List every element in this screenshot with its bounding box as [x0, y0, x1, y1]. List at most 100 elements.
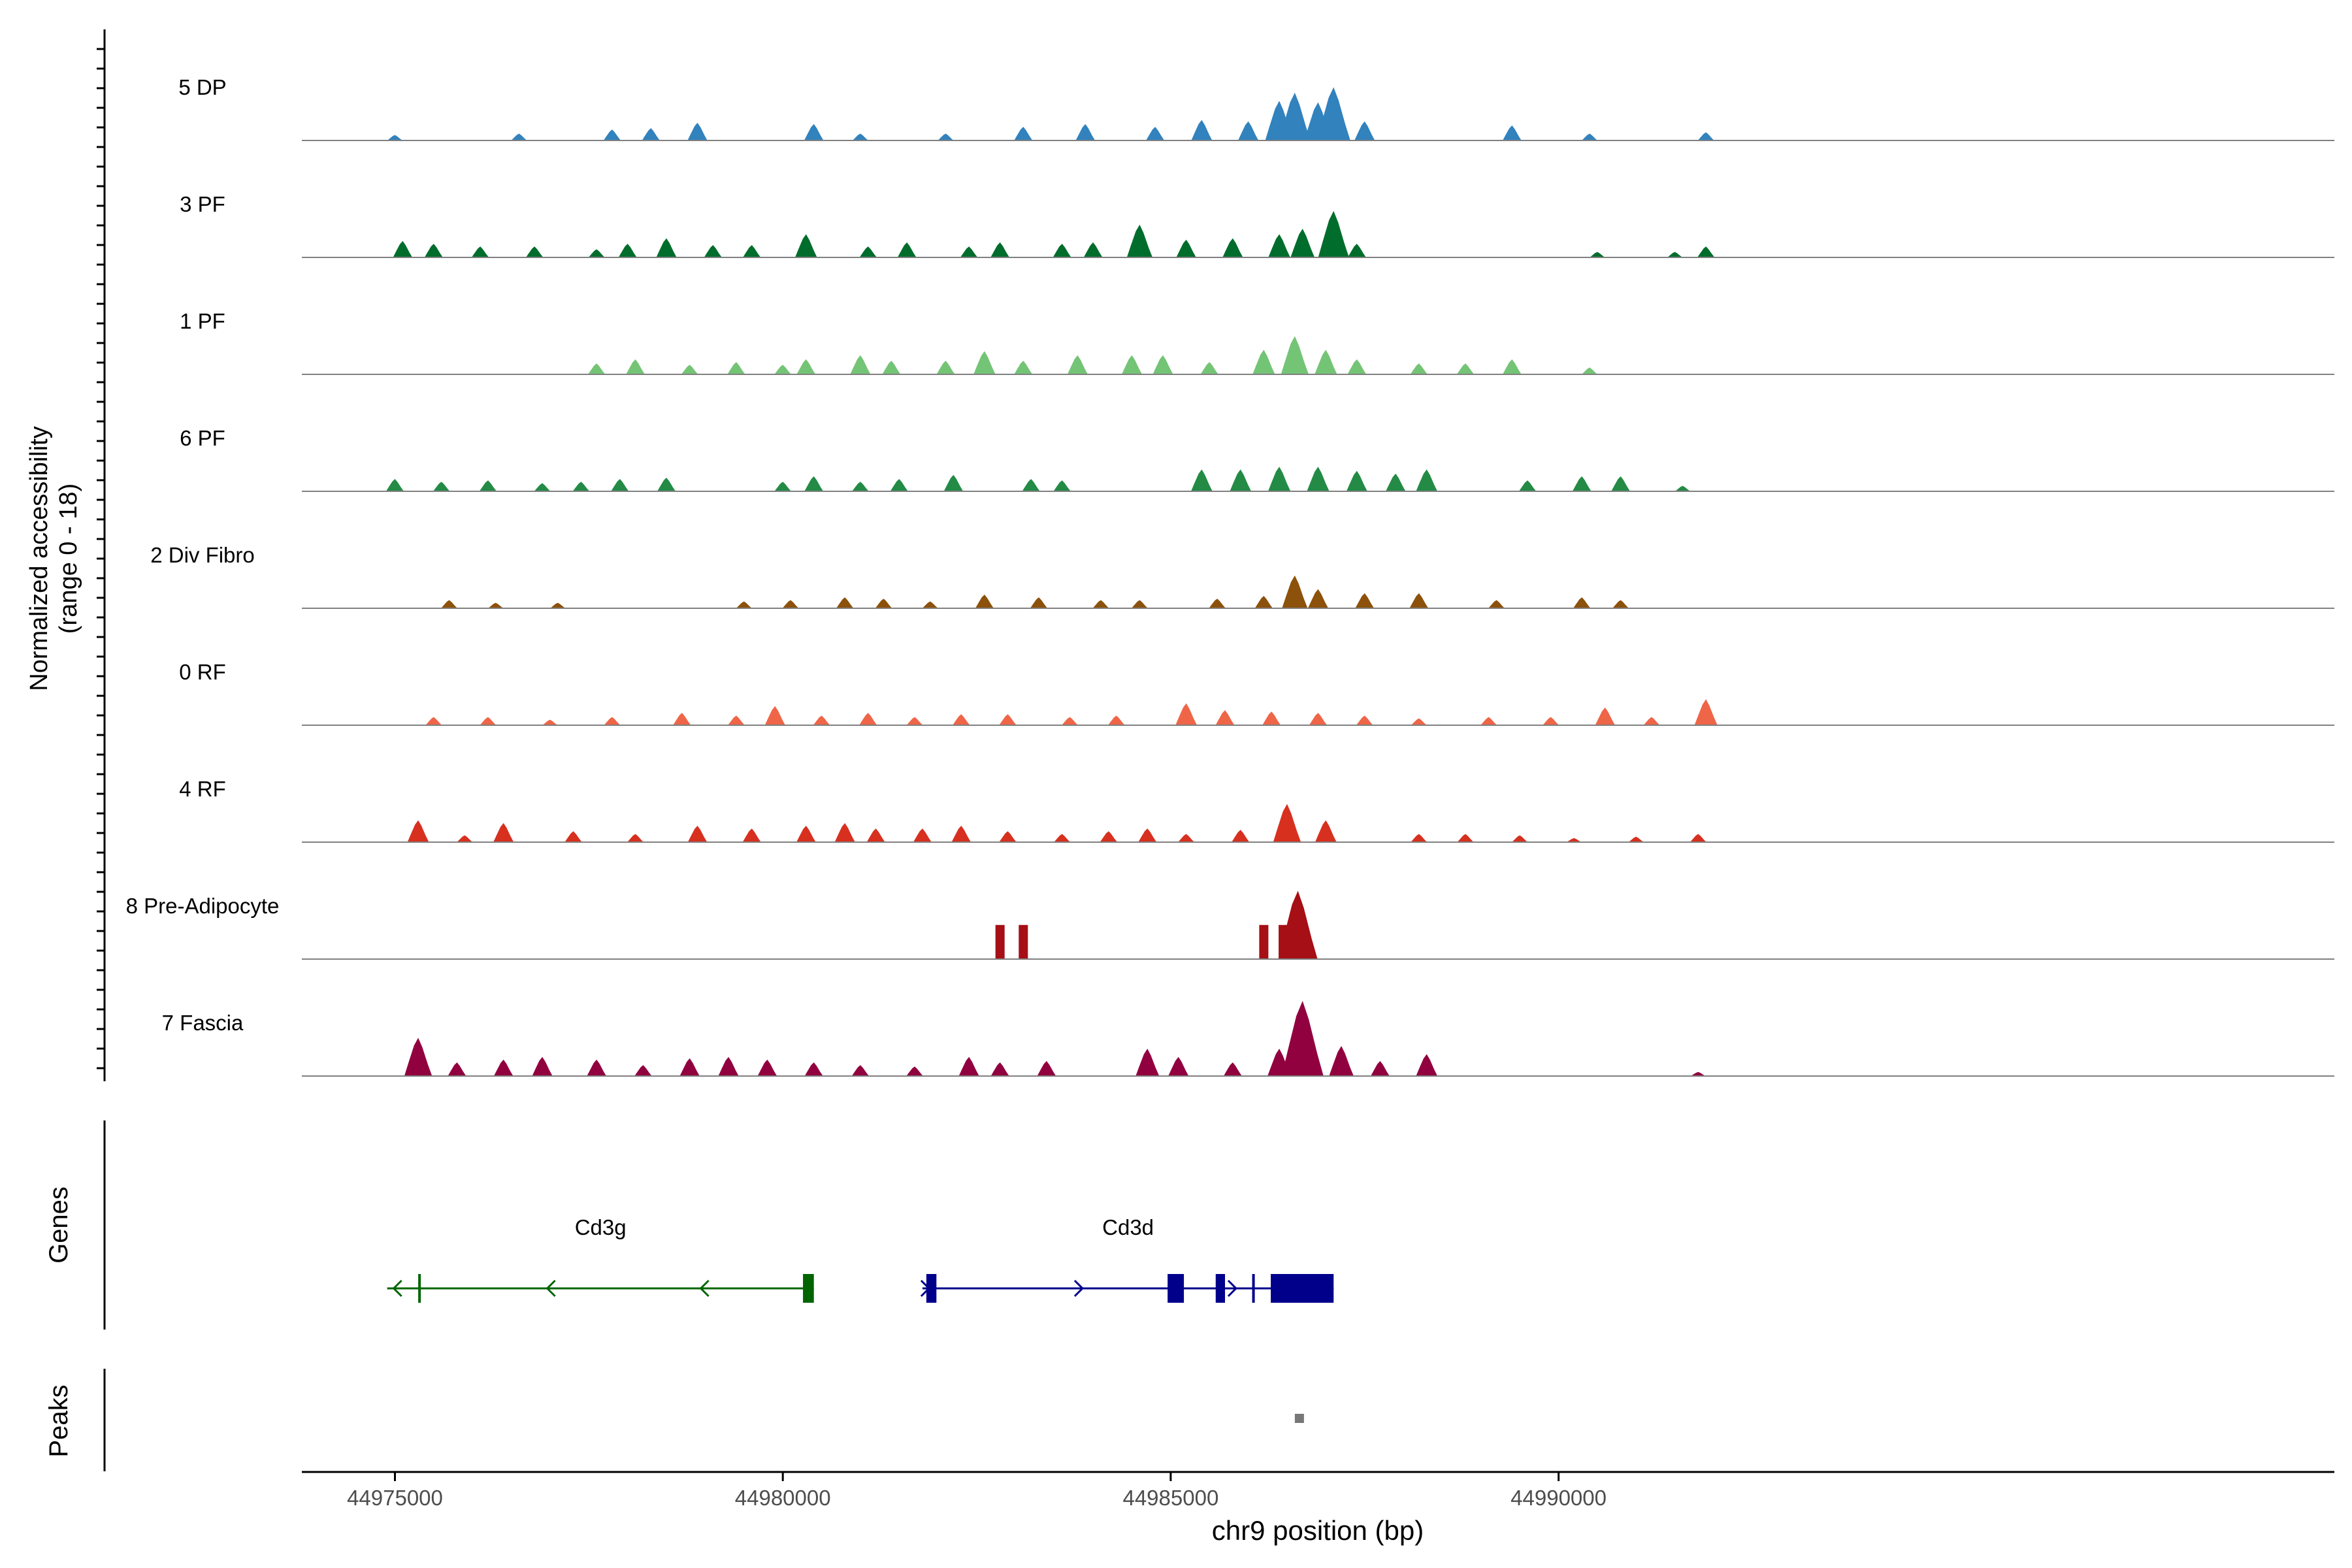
coverage-peak [618, 244, 637, 257]
coverage-peak [642, 128, 660, 140]
coverage-peak [943, 474, 964, 491]
coverage-tracks: 5 DP 3 PF 1 PF 6 PF 2 Div Fibro 0 RF 4 RF 8 Pre… [126, 75, 2334, 1077]
coverage-peak [493, 1059, 514, 1076]
coverage-peak [1316, 87, 1350, 140]
coverage-peak [1222, 238, 1243, 257]
coverage-peak [852, 133, 868, 140]
coverage-peak [804, 123, 824, 140]
coverage-peak [1273, 804, 1301, 842]
coverage-peak [1416, 469, 1438, 491]
track-7: 4 RF [179, 777, 2334, 843]
coverage-peak [1411, 834, 1428, 842]
x-axis-ticks: 44975000 44980000 44985000 44990000 [347, 1472, 1607, 1510]
coverage-peak [657, 478, 676, 491]
coverage-peak [796, 825, 816, 842]
coverage-peak [742, 828, 761, 842]
exon [1252, 1274, 1255, 1303]
coverage-peak [511, 133, 527, 140]
coverage-peak [1697, 246, 1715, 257]
coverage-peak [1694, 699, 1718, 725]
coverage-peak [493, 823, 514, 842]
coverage-peak [1667, 252, 1683, 257]
strand-arrow [1227, 1279, 1238, 1298]
track-label: 4 RF [179, 777, 226, 801]
coverage-peak [774, 365, 791, 374]
coverage-peak [836, 597, 854, 608]
coverage-peak [995, 924, 1005, 959]
strand-arrow [1073, 1279, 1085, 1298]
strand-arrow [699, 1279, 710, 1298]
x-tick-label: 44975000 [347, 1486, 443, 1510]
coverage-peak [1315, 820, 1337, 842]
coverage-peak [1595, 707, 1616, 725]
coverage-peak [1014, 127, 1033, 140]
coverage-peak [681, 365, 698, 374]
coverage-peak [1176, 239, 1196, 257]
coverage-peak [448, 1062, 466, 1076]
coverage-peak [572, 482, 590, 491]
coverage-peak [1356, 715, 1373, 725]
coverage-peak [1409, 593, 1429, 608]
track-1: 5 DP [178, 75, 2334, 141]
coverage-peak [1582, 367, 1598, 374]
coverage-peak [441, 600, 458, 608]
coverage-peak [774, 482, 791, 491]
coverage-peak [480, 717, 497, 725]
coverage-peak [851, 1065, 870, 1076]
coverage-peak [990, 242, 1010, 257]
coverage-peak [782, 600, 799, 608]
coverage-peak [1281, 1001, 1324, 1076]
strand-arrow [392, 1279, 402, 1298]
coverage-peak [588, 249, 605, 257]
coverage-peak [626, 359, 645, 374]
gene-name-label: Cd3d [1102, 1215, 1154, 1239]
coverage-peak [627, 834, 644, 842]
strand-arrow [546, 1279, 556, 1298]
coverage-peak [1126, 224, 1152, 257]
coverage-peak [1502, 125, 1522, 140]
coverage-peak [1697, 132, 1714, 140]
x-axis-title: chr9 position (bp) [1212, 1515, 1424, 1546]
coverage-peak [1230, 469, 1252, 491]
coverage-peak [1628, 836, 1644, 842]
coverage-peak [999, 831, 1017, 842]
coverage-peak [890, 479, 908, 491]
coverage-peak [1100, 831, 1118, 842]
coverage-peak [425, 717, 442, 725]
coverage-peak [1178, 834, 1195, 842]
coverage-peak [1282, 575, 1308, 608]
track-label: 3 PF [180, 192, 225, 216]
coverage-peak [1612, 600, 1629, 608]
coverage-peak [813, 715, 830, 725]
coverage-peak [1190, 469, 1213, 491]
coverage-peak [1691, 1071, 1706, 1076]
coverage-peak [687, 122, 708, 140]
coverage-peak [1456, 363, 1475, 374]
coverage-peak [1262, 711, 1281, 725]
coverage-peak [1567, 838, 1582, 842]
coverage-peak [1121, 355, 1143, 374]
coverage-peak [834, 823, 855, 842]
coverage-peak [1267, 466, 1291, 491]
coverage-peak [488, 602, 504, 608]
coverage-peak [850, 355, 871, 374]
coverage-peak [385, 479, 404, 491]
coverage-peak [1512, 835, 1528, 842]
genes-panel-label: Genes [44, 1186, 73, 1264]
coverage-peak [736, 601, 752, 608]
coverage-peak [973, 351, 996, 374]
coverage-peak [743, 245, 761, 257]
coverage-peak [604, 717, 621, 725]
coverage-peak [958, 1056, 979, 1076]
coverage-peak [1252, 350, 1275, 374]
coverage-peak [1518, 480, 1537, 491]
coverage-peak [1411, 718, 1427, 725]
coverage-peak [1209, 598, 1226, 608]
coverage-peak [951, 825, 972, 842]
coverage-peak [1014, 361, 1033, 374]
coverage-peak [866, 828, 885, 842]
coverage-peak [457, 835, 473, 842]
exon [1168, 1274, 1184, 1303]
coverage-peak [1131, 600, 1148, 608]
coverage-peak [588, 363, 606, 374]
